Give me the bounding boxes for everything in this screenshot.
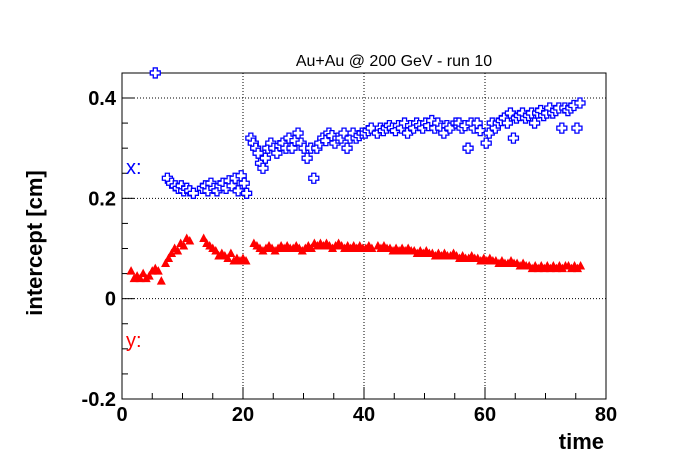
x-point (501, 117, 514, 129)
x-point (341, 142, 353, 154)
y-point (241, 256, 251, 265)
y-point (576, 261, 586, 270)
y-point (211, 246, 221, 255)
grid-lines (122, 73, 606, 399)
y-tick-label: 0.2 (88, 188, 116, 210)
y-point (223, 253, 233, 263)
y-point (226, 248, 236, 258)
y-axis-title: intercept [cm] (22, 170, 47, 315)
y-point (161, 258, 171, 268)
axis-ticks (121, 97, 607, 400)
y-tick-labels: -0.2 0 0.2 0.4 (82, 88, 117, 411)
x-point (507, 132, 520, 144)
x-point (528, 117, 541, 129)
y-point (367, 243, 377, 252)
x-point (574, 97, 586, 109)
x-point (474, 124, 486, 137)
x-point (240, 187, 253, 199)
y-point (135, 273, 145, 283)
y-tick-label: 0 (105, 289, 116, 311)
x-point (232, 185, 244, 197)
x-point (444, 122, 456, 134)
y-point (179, 240, 189, 250)
y-point (126, 266, 136, 275)
x-tick-label: 80 (595, 404, 617, 426)
x-point (571, 122, 583, 134)
x-tick-label: 60 (474, 404, 496, 426)
y-point (138, 268, 148, 278)
y-point (306, 243, 316, 252)
y-point (156, 276, 166, 285)
y-point (199, 233, 209, 242)
series-x-label: x: (126, 157, 142, 179)
series-y-label: y: (126, 330, 142, 352)
y-point (173, 246, 183, 255)
x-point (301, 152, 313, 164)
y-point (164, 253, 174, 263)
chart-title: Au+Au @ 200 GeV - run 10 (296, 53, 492, 70)
x-point (149, 67, 161, 79)
x-point (308, 172, 320, 184)
x-point (462, 142, 474, 154)
y-point (153, 266, 163, 275)
x-tick-label: 20 (232, 404, 254, 426)
x-tick-labels: 0 20 40 60 80 (116, 404, 617, 426)
x-tick-label: 0 (116, 404, 127, 426)
series-x-markers (149, 67, 586, 199)
y-tick-label: -0.2 (82, 389, 116, 411)
x-point (556, 122, 568, 134)
x-point (257, 162, 269, 174)
y-point (185, 235, 195, 245)
x-point (187, 187, 200, 199)
x-point (483, 127, 495, 139)
x-point (480, 137, 492, 149)
series-y-markers (126, 233, 586, 285)
x-point (259, 152, 272, 164)
y-point (167, 248, 177, 258)
y-point (144, 271, 154, 280)
x-tick-label: 40 (353, 404, 375, 426)
x-axis-title: time (559, 429, 604, 454)
y-tick-label: 0.4 (88, 88, 117, 110)
